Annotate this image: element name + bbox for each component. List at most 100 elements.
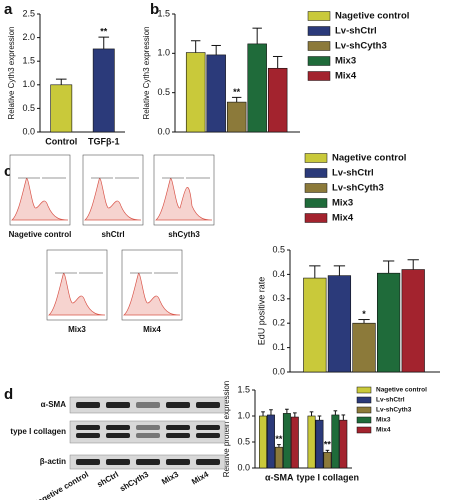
bar <box>226 101 247 133</box>
y-tick-label: 2.5 <box>22 8 35 18</box>
bar <box>327 275 352 373</box>
error-bar <box>309 411 314 416</box>
legend-label: Mix3 <box>335 56 356 67</box>
bar <box>376 272 401 373</box>
bar <box>331 414 340 469</box>
bar <box>352 322 376 373</box>
bar <box>303 277 327 373</box>
flow-plot <box>82 154 144 226</box>
legend-label: Nagetive control <box>376 387 427 394</box>
error-bar <box>309 265 321 279</box>
error-bar <box>55 78 67 85</box>
error-bar <box>261 411 265 416</box>
y-tick-label: 0.3 <box>272 293 285 303</box>
blot-band <box>106 402 130 408</box>
blot-band <box>76 433 100 438</box>
bar <box>339 419 348 469</box>
flow-histogram <box>123 273 181 316</box>
flow-label: shCtrl <box>101 230 124 239</box>
x-tick-label: Control <box>45 136 77 146</box>
bar <box>267 67 288 133</box>
blot-band <box>196 459 220 465</box>
flow-histogram <box>11 178 69 221</box>
annotation: ** <box>275 434 283 444</box>
flow-plot <box>9 154 71 226</box>
y-tick-label: 0.5 <box>272 244 285 254</box>
error-bar <box>341 414 346 421</box>
legend-label: Nagetive control <box>332 153 406 164</box>
legend-label: Nagetive control <box>335 11 409 22</box>
legend-label: Lv-shCyth3 <box>376 407 412 414</box>
y-tick-label: 1.5 <box>22 56 35 66</box>
bar <box>282 413 291 469</box>
error-bar <box>407 259 419 270</box>
blot-band <box>196 433 220 438</box>
blot-lane-label: Mix3 <box>160 469 180 486</box>
annotation: ** <box>324 440 332 450</box>
bar <box>267 414 275 469</box>
blot-row-label: α-SMA <box>41 400 67 409</box>
y-tick-label: 0.0 <box>157 126 170 136</box>
blot-band <box>136 402 160 408</box>
blot-band <box>166 402 190 408</box>
y-axis-label: Relative Cyth3 expression <box>142 27 151 120</box>
blot-band <box>76 425 100 430</box>
legend-label: Lv-shCyth3 <box>335 41 387 52</box>
y-tick-label: 0.0 <box>237 462 250 472</box>
y-tick-label: 0.0 <box>22 126 35 136</box>
bar <box>247 43 267 133</box>
y-tick-label: 1.5 <box>157 8 170 18</box>
error-bar <box>285 408 289 414</box>
error-bar <box>211 44 221 55</box>
legend-swatch <box>304 198 328 208</box>
legend-swatch <box>307 56 331 66</box>
flow-label: Mix3 <box>68 325 86 334</box>
blot-band <box>136 433 160 438</box>
blot-band <box>136 459 160 465</box>
error-bar <box>272 55 283 69</box>
legend-swatch <box>307 71 331 81</box>
legend-swatch <box>307 26 331 36</box>
legend-swatch <box>356 426 372 434</box>
blot-lane-label: Mix4 <box>190 469 210 486</box>
blot-row-label: type I collagen <box>10 427 66 436</box>
legend-swatch <box>356 396 372 404</box>
flow-plot <box>153 154 215 226</box>
y-tick-label: 0.1 <box>272 342 285 352</box>
blot-band <box>166 459 190 465</box>
y-tick-label: 0.2 <box>272 318 285 328</box>
y-axis-label: EdU positive rate <box>256 277 266 346</box>
panel-label: c <box>4 163 12 180</box>
x-tick-label: α-SMA <box>265 472 294 482</box>
error-bar <box>269 409 273 415</box>
error-bar <box>382 260 395 274</box>
blot-strip <box>69 420 226 444</box>
blot-band <box>166 433 190 438</box>
error-bar <box>333 265 346 276</box>
annotation: * <box>362 309 366 319</box>
bar <box>323 452 332 469</box>
flow-histogram <box>48 273 106 316</box>
flow-label: Nagetive control <box>9 230 72 239</box>
x-tick-label: TGFβ-1 <box>88 136 120 146</box>
bar <box>50 84 73 133</box>
error-bar <box>325 449 330 453</box>
legend-label: Mix3 <box>376 417 391 424</box>
blot-lane-label: shCtrl <box>96 470 121 489</box>
legend-swatch <box>356 386 372 394</box>
y-tick-label: 0.5 <box>237 436 250 446</box>
bar <box>92 48 115 133</box>
legend-swatch <box>307 11 331 21</box>
legend-label: Mix3 <box>332 198 353 209</box>
y-tick-label: 0.5 <box>22 103 35 113</box>
blot-band <box>76 459 100 465</box>
blot-band <box>136 425 160 430</box>
y-tick-label: 1.0 <box>22 79 35 89</box>
bar <box>206 54 226 133</box>
blot-band <box>76 402 100 408</box>
error-bar <box>317 415 322 421</box>
error-bar <box>252 27 262 44</box>
y-tick-label: 1.0 <box>237 410 250 420</box>
y-tick-label: 1.0 <box>157 48 170 58</box>
y-axis-label: Relative protein expression <box>222 381 231 478</box>
